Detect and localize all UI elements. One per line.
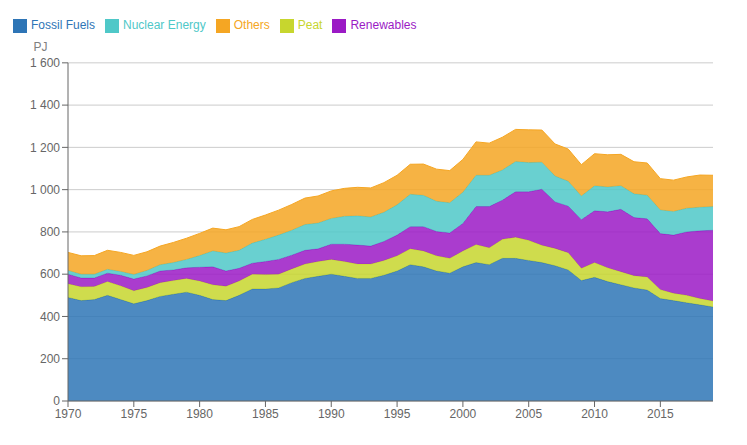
html-text:Fossil Fuels: Fossil Fuels xyxy=(31,18,95,32)
svg-text:1970: 1970 xyxy=(55,407,82,421)
svg-text:400: 400 xyxy=(40,310,60,324)
svg-text:600: 600 xyxy=(40,267,60,281)
svg-text:2010: 2010 xyxy=(581,407,608,421)
html-text:Peat: Peat xyxy=(297,18,323,32)
svg-text:0: 0 xyxy=(53,394,60,408)
html-text:Nuclear Energy: Nuclear Energy xyxy=(123,18,206,32)
svg-text:800: 800 xyxy=(40,225,60,239)
svg-text:1990: 1990 xyxy=(318,407,345,421)
svg-text:2005: 2005 xyxy=(515,407,542,421)
svg-text:PJ: PJ xyxy=(33,40,47,54)
svg-text:1985: 1985 xyxy=(252,407,279,421)
svg-text:200: 200 xyxy=(40,352,60,366)
svg-text:1 000: 1 000 xyxy=(30,183,60,197)
svg-text:1 600: 1 600 xyxy=(30,56,60,70)
html-text:Renewables: Renewables xyxy=(350,18,417,32)
svg-text:1995: 1995 xyxy=(384,407,411,421)
html-text:Others: Others xyxy=(233,18,270,32)
svg-text:1975: 1975 xyxy=(120,407,147,421)
svg-text:1 200: 1 200 xyxy=(30,141,60,155)
svg-text:1 400: 1 400 xyxy=(30,98,60,112)
svg-text:1980: 1980 xyxy=(186,407,213,421)
svg-text:2015: 2015 xyxy=(647,407,674,421)
svg-text:2000: 2000 xyxy=(450,407,477,421)
